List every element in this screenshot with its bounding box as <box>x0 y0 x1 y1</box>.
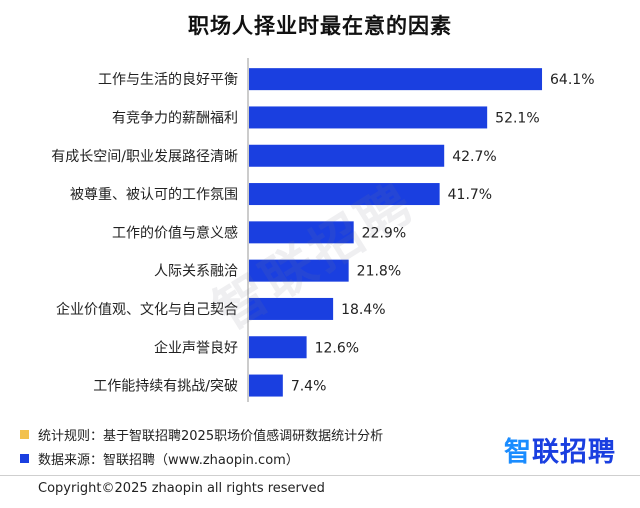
value-label: 7.4% <box>291 379 327 395</box>
bars-group: 工作与生活的良好平衡 64.1% 有竞争力的薪酬福利 52.1% 有成长空间/职业发展路… <box>51 68 595 397</box>
value-label: 64.1% <box>550 72 594 88</box>
note-source: 数据来源：智联招聘（www.zhaopin.com） <box>20 446 383 470</box>
category-label: 人际关系融洽 <box>154 264 238 280</box>
brand-logo-part2: 联招聘 <box>532 437 616 468</box>
category-label: 企业声誉良好 <box>154 339 238 356</box>
value-label: 12.6% <box>315 340 359 356</box>
bar <box>249 68 543 91</box>
category-label: 工作与生活的良好平衡 <box>98 72 238 88</box>
note-source-text: 数据来源：智联招聘（www.zhaopin.com） <box>38 452 299 468</box>
bar <box>249 106 488 129</box>
bar <box>249 144 445 167</box>
bar-chart: 工作与生活的良好平衡 64.1% 有竞争力的薪酬福利 52.1% 有成长空间/职业发展路… <box>51 58 595 402</box>
bar <box>249 259 349 282</box>
notes: 统计规则：基于智联招聘2025职场价值感调研数据统计分析 数据来源：智联招聘（w… <box>20 422 383 470</box>
bar <box>249 336 307 359</box>
footer: Copyright©2025 zhaopin all rights reserv… <box>0 475 640 508</box>
bar <box>249 183 440 206</box>
category-label: 有竞争力的薪酬福利 <box>112 109 238 126</box>
value-label: 41.7% <box>448 187 492 203</box>
note-rule-text: 统计规则：基于智联招聘2025职场价值感调研数据统计分析 <box>38 428 384 444</box>
brand-logo: 智联招聘 <box>504 430 616 469</box>
value-label: 52.1% <box>495 110 539 126</box>
value-label: 42.7% <box>452 149 496 165</box>
note-rule-marker <box>20 429 29 439</box>
category-label: 被尊重、被认可的工作氛围 <box>70 186 238 203</box>
category-label: 工作能持续有挑战/突破 <box>93 378 238 395</box>
bar <box>249 221 354 244</box>
bar <box>249 297 334 320</box>
category-label: 有成长空间/职业发展路径清晰 <box>51 149 238 165</box>
category-label: 企业价值观、文化与自己契合 <box>56 301 238 318</box>
note-rule: 统计规则：基于智联招聘2025职场价值感调研数据统计分析 <box>20 422 383 446</box>
copyright-text: Copyright©2025 zhaopin all rights reserv… <box>38 481 325 496</box>
value-label: 21.8% <box>357 264 401 280</box>
category-label: 工作的价值与意义感 <box>112 224 238 241</box>
value-label: 22.9% <box>362 225 406 241</box>
bar <box>249 374 283 397</box>
chart-title: 职场人择业时最在意的因素 <box>188 14 452 38</box>
value-label: 18.4% <box>341 302 385 318</box>
note-source-marker <box>20 453 29 463</box>
brand-logo-part1: 智 <box>504 437 532 468</box>
